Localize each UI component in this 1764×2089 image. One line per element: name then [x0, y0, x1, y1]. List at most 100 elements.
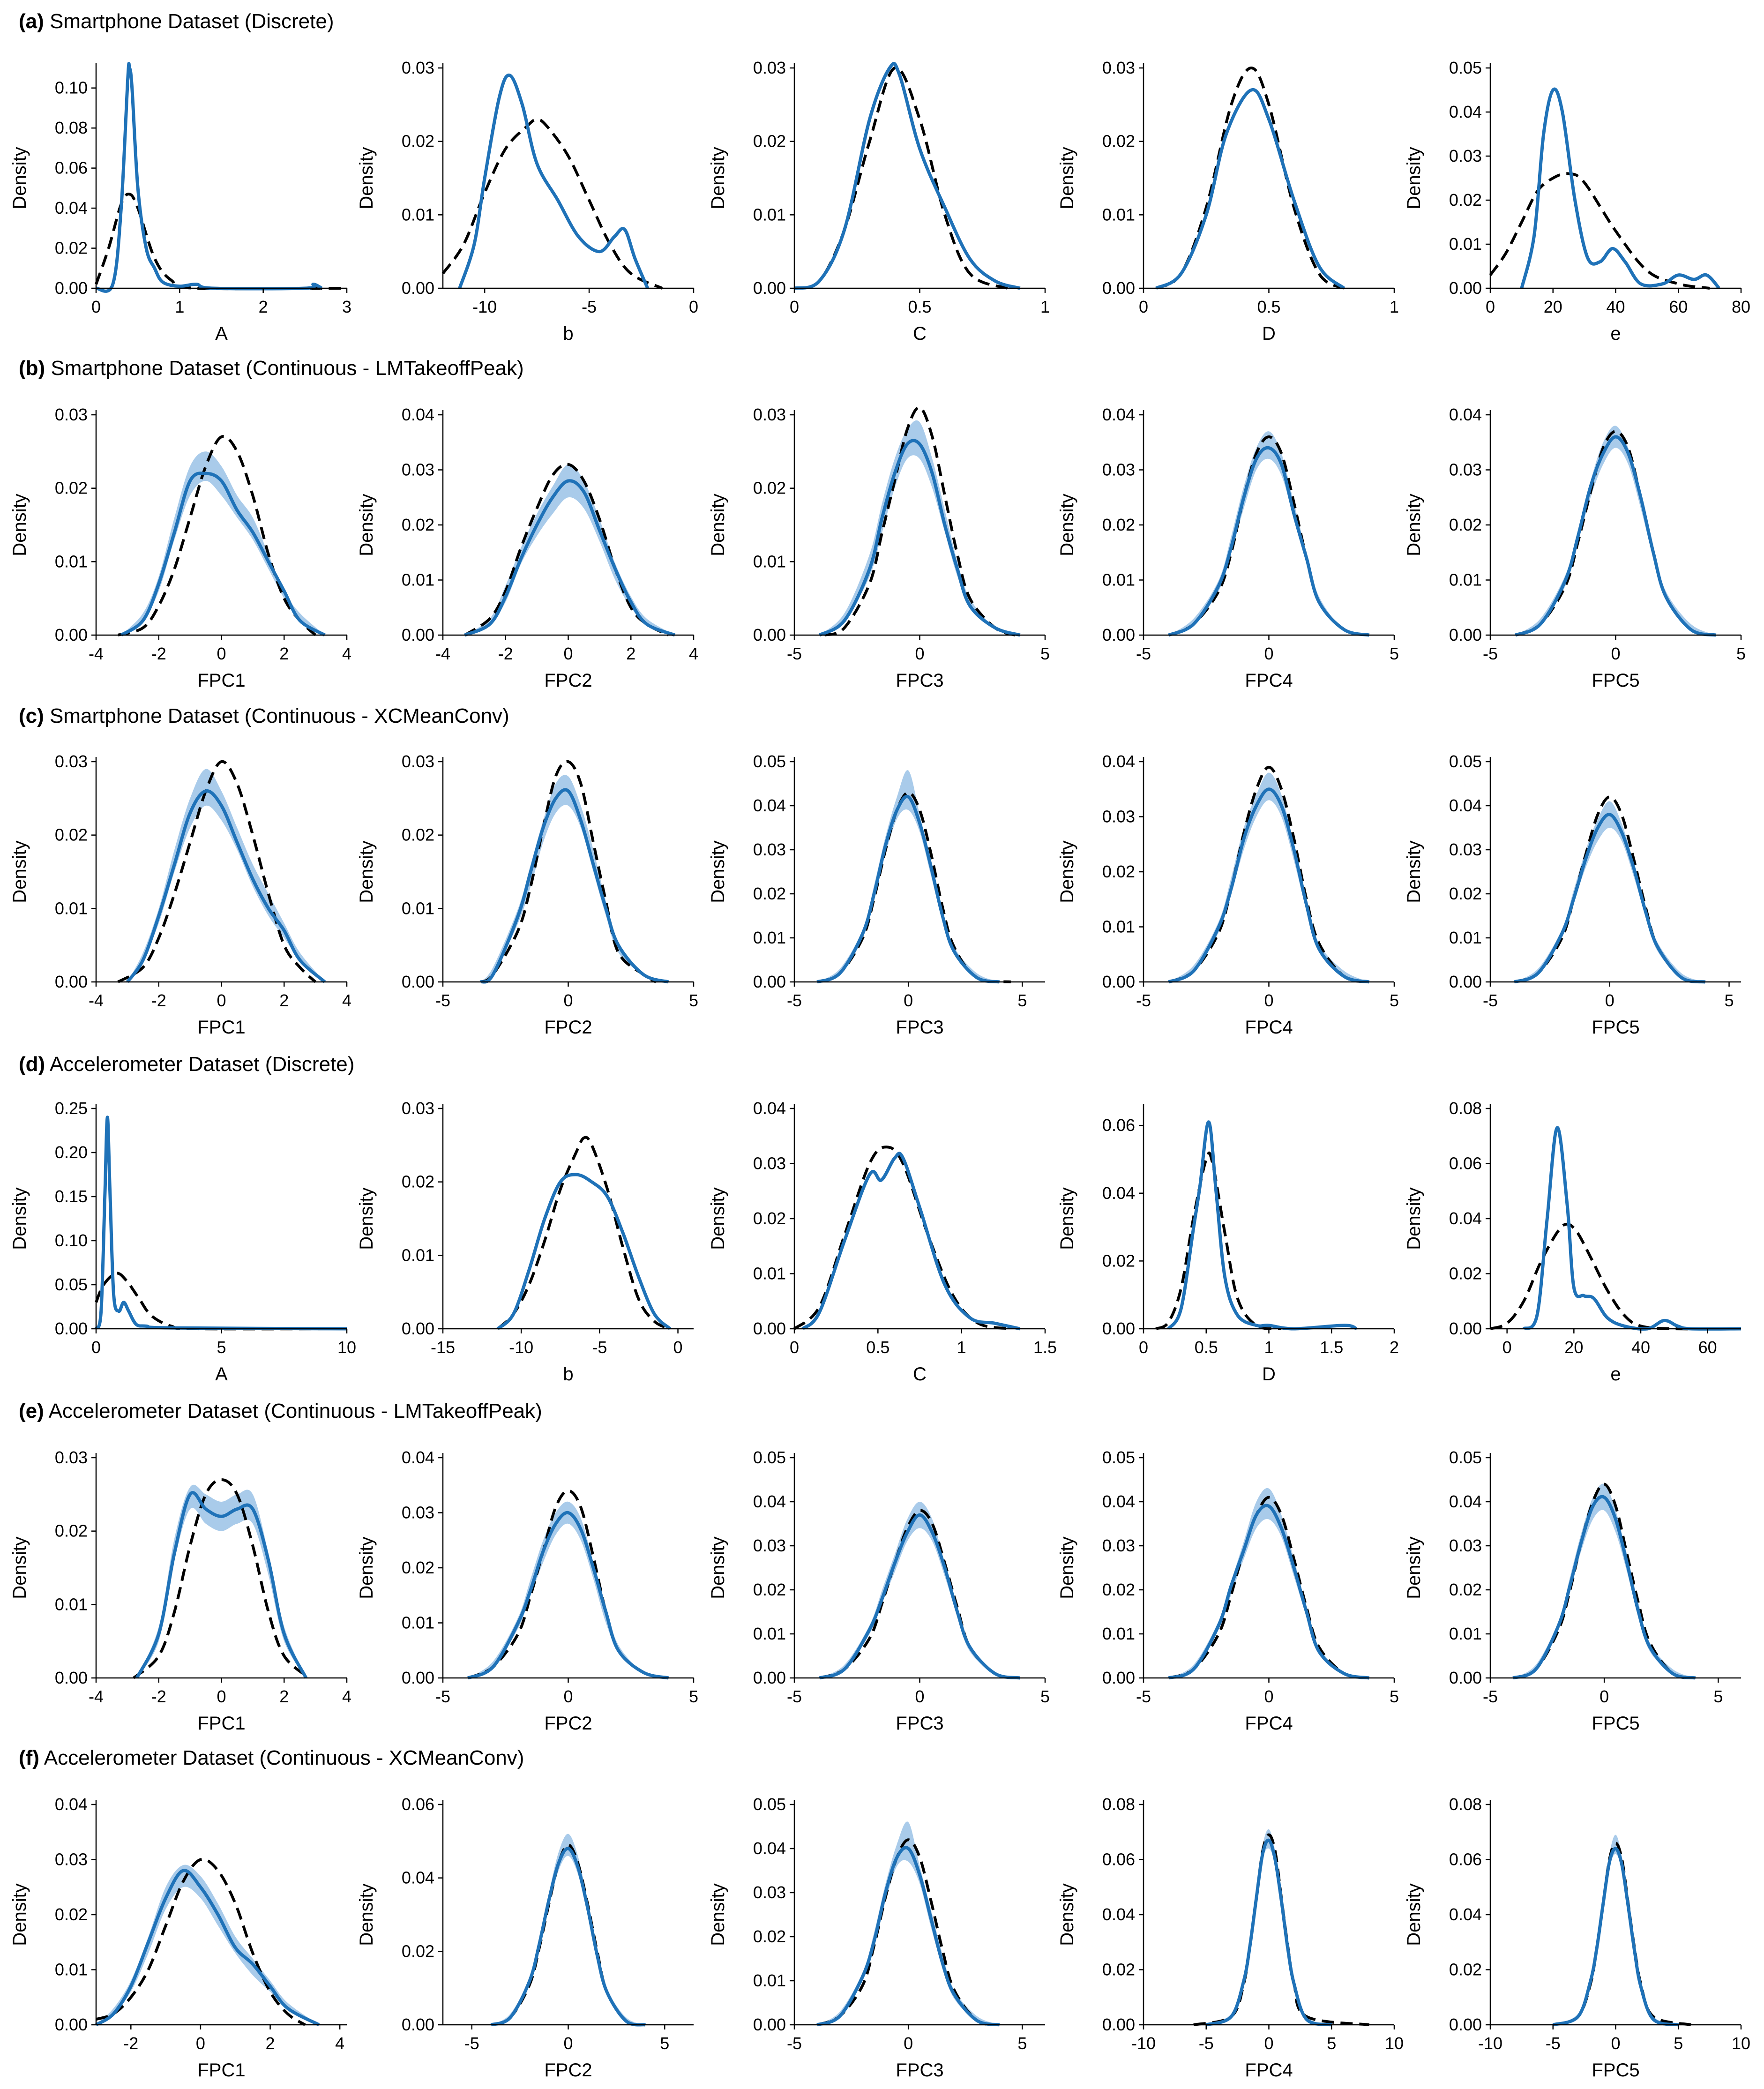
y-tick-label: 0.02: [1449, 1580, 1482, 1599]
x-axis-label: A: [215, 323, 228, 344]
confidence-band: [1206, 1829, 1332, 2025]
x-tick-label: 0.5: [908, 297, 931, 316]
y-tick-label: 0.05: [1449, 1448, 1482, 1467]
reference-density-line: [816, 1838, 1000, 2026]
y-tick-label: 0.01: [402, 1613, 434, 1632]
y-axis-label: Density: [708, 147, 728, 209]
y-tick-label: 0.04: [402, 1448, 434, 1467]
x-tick-label: 3: [342, 297, 351, 316]
y-tick-label: 0.00: [1102, 1668, 1135, 1687]
y-tick-label: 0.00: [1102, 972, 1135, 991]
y-tick-label: 0.03: [1102, 1536, 1135, 1555]
x-tick-label: 5: [1040, 1687, 1050, 1706]
y-tick-label: 0.04: [753, 1492, 786, 1511]
x-tick-label: 0: [217, 644, 226, 663]
y-tick-label: 0.04: [402, 1868, 434, 1887]
x-tick-label: -2: [123, 2034, 138, 2053]
y-tick-label: 0.01: [402, 570, 434, 590]
y-tick-label: 0.02: [55, 1905, 88, 1924]
y-axis-label: Density: [1404, 1187, 1424, 1250]
y-tick-label: 0.00: [402, 278, 434, 298]
panel-2-5: -5 0 5 0.00 0.01 0.02 0.03 0.04 FPC5 Density: [1404, 405, 1746, 691]
y-tick-label: 0.03: [753, 1154, 786, 1173]
y-tick-label: 0.03: [1102, 807, 1135, 826]
y-tick-label: 0.03: [55, 1850, 88, 1869]
reference-density-line: [1515, 430, 1717, 636]
y-tick-label: 0.02: [1449, 1960, 1482, 1979]
y-tick-label: 0.02: [55, 825, 88, 845]
empirical-density-line: [496, 1173, 672, 1330]
empirical-density-line: [1155, 88, 1345, 290]
x-axis-label: FPC3: [896, 2060, 943, 2081]
empirical-density-line: [135, 1491, 308, 1679]
y-tick-label: 0.02: [1102, 1960, 1135, 1979]
y-tick-label: 0.01: [1449, 1624, 1482, 1643]
reference-density-line: [1490, 1222, 1742, 1331]
y-tick-label: 0.06: [1102, 1116, 1135, 1135]
y-tick-label: 0.01: [1449, 570, 1482, 590]
y-axis-label: Density: [708, 494, 728, 556]
x-tick-label: -10: [1131, 2034, 1156, 2053]
reference-density-line: [794, 66, 1008, 290]
x-tick-label: 5: [1017, 2034, 1027, 2053]
empirical-density-line: [1520, 87, 1720, 290]
x-axis-label: e: [1610, 323, 1621, 344]
y-tick-label: 0.01: [55, 1595, 88, 1614]
reference-density-line: [1168, 765, 1370, 983]
panel-2-2: -4 -2 0 2 4 0.00 0.01 0.02 0.03 0.04 FPC2 Density: [356, 405, 698, 691]
x-tick-label: 4: [335, 2034, 344, 2053]
row-title-b: (b) Smartphone Dataset (Continuous - LMT…: [19, 357, 524, 380]
x-tick-label: 0: [1502, 1338, 1512, 1357]
reference-density-line: [441, 118, 663, 290]
x-axis-label: D: [1262, 323, 1276, 344]
x-axis-label: FPC1: [197, 1017, 245, 1038]
y-tick-label: 0.04: [1449, 102, 1482, 121]
confidence-band: [468, 1501, 669, 1678]
x-axis-label: FPC5: [1592, 2060, 1639, 2081]
y-tick-label: 0.03: [402, 1099, 434, 1118]
x-tick-label: 0.5: [1257, 297, 1280, 316]
y-tick-label: 0.00: [753, 625, 786, 644]
y-tick-label: 0.01: [753, 552, 786, 571]
reference-density-line: [95, 192, 347, 291]
y-axis-label: Density: [9, 1187, 30, 1250]
y-tick-label: 0.01: [1449, 928, 1482, 947]
y-tick-label: 0.04: [1102, 752, 1135, 771]
y-tick-label: 0.04: [1449, 1209, 1482, 1228]
x-tick-label: 0: [1139, 297, 1148, 316]
panel-4-1: 0 5 10 0.00 0.05 0.10 0.15 0.20 0.25 A Density: [9, 1099, 356, 1385]
x-tick-label: -10: [1478, 2034, 1502, 2053]
y-tick-label: 0.00: [753, 972, 786, 991]
y-tick-label: 0.00: [1449, 2015, 1482, 2034]
confidence-band: [1168, 772, 1369, 982]
y-tick-label: 0.02: [753, 1580, 786, 1599]
y-tick-label: 0.02: [753, 884, 786, 903]
empirical-density-line: [819, 1513, 1021, 1680]
x-tick-label: 0: [91, 1338, 101, 1357]
panel-6-4: -10 -5 0 5 10 0.00 0.02 0.04 0.06 0.08 FPC4 Density: [1057, 1795, 1404, 2081]
reference-density-line: [1168, 1496, 1370, 1679]
y-tick-label: 0.00: [753, 2015, 786, 2034]
x-tick-label: 0: [563, 1687, 573, 1706]
x-tick-label: 5: [1327, 2034, 1336, 2053]
y-axis-label: Density: [1404, 840, 1424, 903]
panel-6-2: -5 0 5 0.00 0.02 0.04 0.06 FPC2 Density: [356, 1795, 694, 2081]
reference-density-line: [1193, 1833, 1369, 2026]
x-axis-label: FPC5: [1592, 670, 1639, 691]
y-tick-label: 0.00: [55, 278, 88, 298]
y-tick-label: 0.03: [1102, 460, 1135, 479]
y-tick-label: 0.05: [1449, 752, 1482, 771]
x-axis-label: C: [913, 323, 927, 344]
y-tick-label: 0.02: [1102, 862, 1135, 881]
y-axis-label: Density: [1404, 494, 1424, 556]
x-tick-label: -4: [89, 991, 104, 1010]
y-tick-label: 0.00: [402, 2015, 434, 2034]
empirical-density-line: [95, 1869, 320, 2027]
y-tick-label: 0.00: [1449, 1319, 1482, 1338]
row-title-text: Smartphone Dataset (Discrete): [44, 10, 334, 33]
y-axis-label: Density: [1057, 1536, 1077, 1599]
row-title-letter: (e): [19, 1400, 44, 1423]
x-tick-label: 20: [1544, 297, 1562, 316]
x-tick-label: 5: [1736, 644, 1746, 663]
